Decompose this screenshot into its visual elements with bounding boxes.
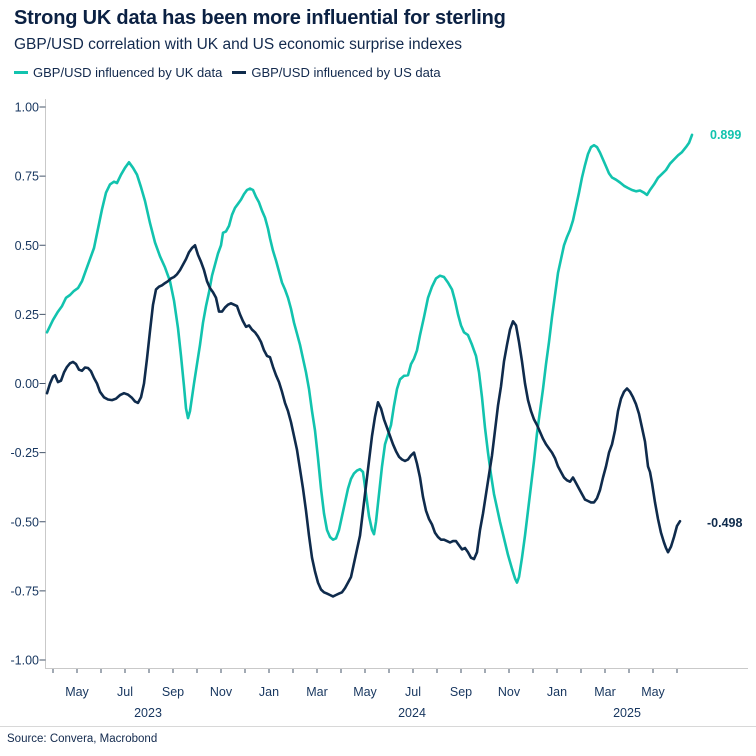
y-tick-label: 0.50: [15, 239, 39, 253]
uk-series-end-value: 0.899: [710, 128, 742, 142]
uk-series-line: [45, 133, 694, 584]
x-tick-label: May: [65, 685, 89, 699]
legend-label-uk: GBP/USD influenced by UK data: [33, 65, 223, 80]
y-tick-label: 0.75: [15, 170, 39, 184]
x-tick-label: Nov: [498, 685, 521, 699]
us-series-end-value: -0.498: [707, 516, 743, 530]
y-tick-label: -0.75: [11, 584, 40, 598]
y-tick-label: -0.25: [11, 446, 40, 460]
legend-item-us: GBP/USD influenced by US data: [232, 65, 441, 80]
source-note: Source: Convera, Macrobond: [7, 733, 158, 745]
x-tick-label: Sep: [450, 685, 472, 699]
chart-subtitle: GBP/USD correlation with UK and US econo…: [14, 36, 462, 53]
x-tick-label: Nov: [210, 685, 233, 699]
x-tick-label: Mar: [594, 685, 616, 699]
x-tick-label: Jan: [259, 685, 279, 699]
us-series-line: [45, 244, 682, 598]
y-tick-label: 1.00: [15, 101, 39, 115]
legend-label-us: GBP/USD influenced by US data: [251, 65, 441, 80]
x-tick-label: Sep: [162, 685, 184, 699]
x-tick-label: Jul: [405, 685, 421, 699]
legend-item-uk: GBP/USD influenced by UK data: [14, 65, 222, 80]
y-tick-label: 0.25: [15, 308, 39, 322]
uk-line-swatch-icon: [14, 71, 28, 74]
x-tick-label: Jan: [547, 685, 567, 699]
year-label: 2023: [134, 706, 162, 720]
x-tick-label: Mar: [306, 685, 328, 699]
year-label: 2024: [398, 706, 426, 720]
chart-footer: Source: Convera, Macrobond: [0, 726, 756, 745]
us-line-swatch-icon: [232, 71, 247, 74]
y-tick-label: -1.00: [11, 654, 40, 668]
page-title: Strong UK data has been more influential…: [14, 7, 506, 29]
x-tick-label: Jul: [117, 685, 133, 699]
x-tick-label: May: [641, 685, 665, 699]
y-tick-label: -0.50: [11, 515, 40, 529]
x-tick-label: May: [353, 685, 377, 699]
y-tick-label: 0.00: [15, 377, 39, 391]
year-label: 2025: [613, 706, 641, 720]
chart-legend: GBP/USD influenced by UK data GBP/USD in…: [14, 65, 451, 80]
